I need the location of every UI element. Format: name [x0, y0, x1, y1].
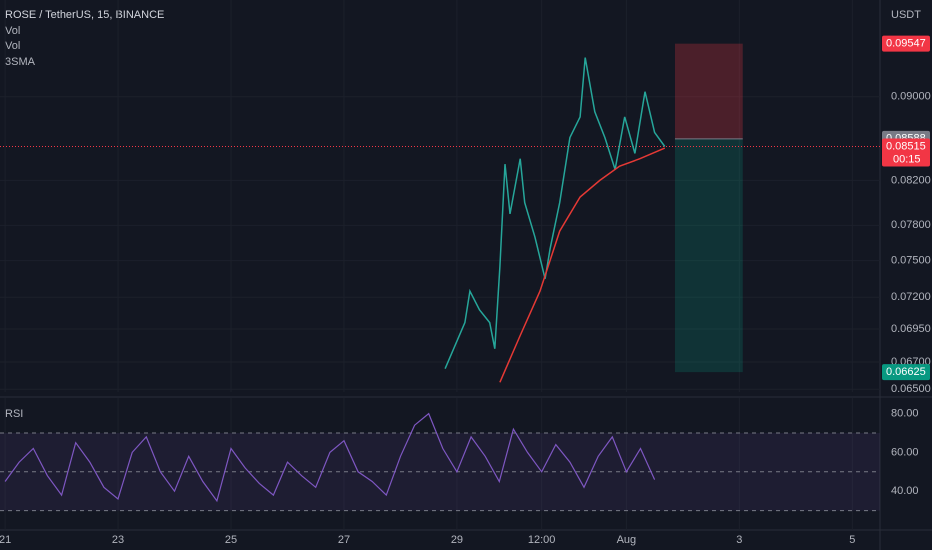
price-line: [444, 57, 666, 369]
x-tick-label: 3: [736, 534, 742, 546]
current-price-label-box: [882, 138, 930, 167]
indicator-label: Vol: [5, 25, 20, 37]
rsi-tick-label: 80.00: [891, 407, 919, 419]
indicator-label: 3SMA: [5, 56, 36, 68]
rsi-label: RSI: [5, 408, 23, 420]
target-label-box: [882, 364, 930, 381]
x-tick-label: Aug: [617, 534, 637, 546]
y-tick-label: 0.09000: [891, 91, 931, 103]
currency-label: USDT: [891, 9, 921, 21]
stop-zone: [674, 43, 743, 139]
x-tick-label: 5: [849, 534, 855, 546]
y-tick-label: 0.07200: [891, 291, 931, 303]
y-tick-label: 0.07500: [891, 255, 931, 267]
x-tick-label: 23: [112, 534, 124, 546]
stop-label-box: [882, 35, 930, 52]
target-zone: [674, 138, 743, 373]
rsi-tick-label: 40.00: [891, 485, 919, 497]
y-tick-label: 0.06500: [891, 383, 931, 395]
countdown-label: 00:15: [893, 153, 921, 165]
rsi-tick-label: 60.00: [891, 446, 919, 458]
x-tick-label: 12:00: [528, 534, 556, 546]
y-tick-label: 0.08200: [891, 174, 931, 186]
x-tick-label: 27: [338, 534, 350, 546]
current-price-label: 0.08515: [886, 140, 926, 152]
rsi-line: [4, 412, 656, 503]
price-line: [499, 147, 666, 383]
y-tick-label: 0.06950: [891, 323, 931, 335]
chart-title: ROSE / TetherUS, 15, BINANCE: [5, 9, 164, 21]
indicator-label: Vol: [5, 40, 20, 52]
x-tick-label: 29: [451, 534, 463, 546]
x-tick-label: 21: [0, 534, 11, 546]
x-tick-label: 25: [225, 534, 237, 546]
target-label: 0.06625: [886, 366, 926, 378]
stop-label: 0.09547: [886, 38, 926, 50]
y-tick-label: 0.07800: [891, 219, 931, 231]
